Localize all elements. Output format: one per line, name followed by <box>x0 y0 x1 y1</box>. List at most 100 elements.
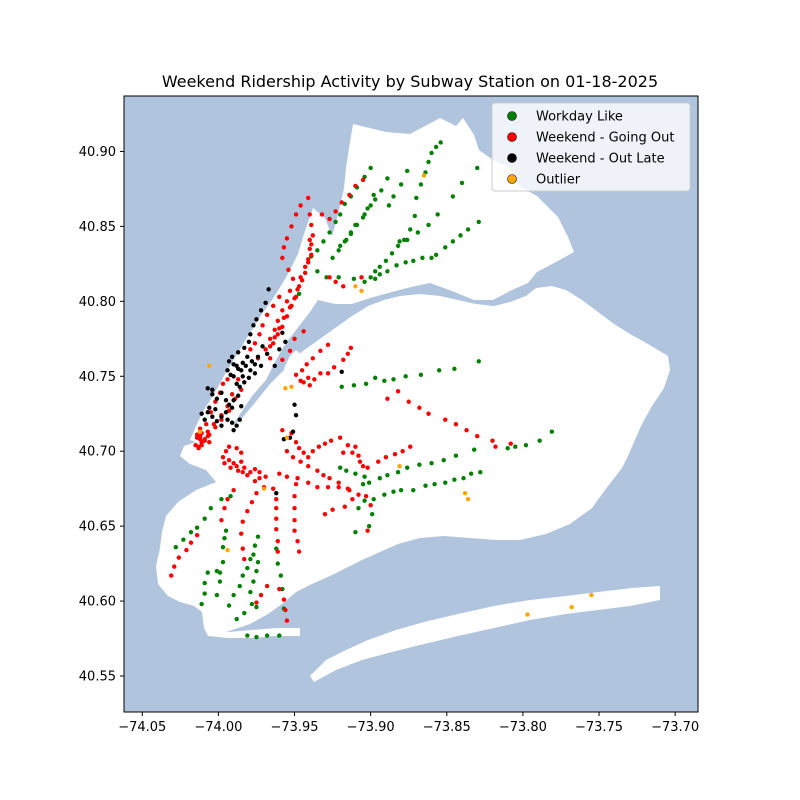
station-point <box>231 428 236 433</box>
station-point <box>283 339 288 345</box>
station-point <box>362 498 367 503</box>
station-point <box>292 402 297 407</box>
station-point <box>205 386 210 391</box>
station-point <box>277 294 282 300</box>
station-point <box>235 468 241 473</box>
station-point <box>257 469 262 475</box>
station-point <box>293 212 299 217</box>
station-point <box>226 359 232 364</box>
station-point <box>365 528 370 533</box>
station-point <box>231 461 236 466</box>
y-tick-label: 40.85 <box>79 220 116 235</box>
station-point <box>228 493 233 499</box>
station-point <box>284 236 290 241</box>
station-point <box>246 375 252 380</box>
station-point <box>168 573 174 578</box>
station-point <box>310 356 315 361</box>
plot-frame <box>123 95 699 713</box>
station-point <box>271 341 276 346</box>
y-axis: 40.55 40.60 40.65 40.70 40.75 40.80 40.85 40.90 <box>79 145 124 685</box>
station-point <box>293 481 299 487</box>
station-point <box>406 399 411 404</box>
station-point <box>280 428 285 433</box>
station-point <box>234 463 239 469</box>
station-point <box>267 344 273 349</box>
station-point <box>298 459 303 464</box>
station-point <box>267 336 273 342</box>
station-point <box>271 303 276 309</box>
station-point <box>248 347 253 352</box>
station-point <box>569 604 574 610</box>
station-point <box>231 592 236 598</box>
station-point <box>385 472 390 478</box>
station-point <box>202 516 207 521</box>
station-point <box>280 586 285 592</box>
legend-marker <box>507 111 517 121</box>
station-point <box>254 604 259 610</box>
station-point <box>452 366 457 371</box>
station-point <box>194 532 200 538</box>
station-point <box>357 459 363 464</box>
station-point <box>249 499 255 505</box>
station-point <box>464 428 469 433</box>
station-point <box>310 233 315 238</box>
station-point <box>336 248 341 253</box>
station-point <box>272 335 277 340</box>
station-point <box>235 393 241 398</box>
station-point <box>199 443 204 448</box>
station-point <box>245 508 250 514</box>
station-point <box>302 270 308 276</box>
station-point <box>296 446 302 451</box>
station-point <box>377 272 382 277</box>
station-point <box>251 323 256 328</box>
station-point <box>418 182 424 187</box>
station-point <box>301 450 306 455</box>
station-point <box>418 372 424 377</box>
station-point <box>219 414 224 419</box>
station-point <box>248 469 253 475</box>
station-point <box>205 570 210 575</box>
station-point <box>345 443 351 448</box>
station-point <box>229 354 235 359</box>
station-point <box>249 359 255 364</box>
station-point <box>245 565 250 571</box>
x-axis: −74.05 −74.00 −73.95 −73.90 −73.85 −73.80 −73.… <box>118 712 699 735</box>
station-point <box>290 429 296 434</box>
station-point <box>217 579 223 584</box>
station-point <box>242 380 247 385</box>
station-point <box>231 362 236 367</box>
station-point <box>392 452 398 457</box>
station-point <box>220 559 226 565</box>
station-point <box>493 444 498 449</box>
station-point <box>264 351 270 356</box>
station-point <box>306 375 311 380</box>
station-point <box>395 389 401 394</box>
land-queens-brooklyn <box>156 286 670 636</box>
station-point <box>426 222 431 228</box>
station-point <box>356 505 361 511</box>
station-point <box>371 192 376 198</box>
station-point <box>289 303 294 309</box>
station-point <box>196 446 201 451</box>
legend-marker <box>507 153 517 163</box>
station-point <box>373 375 378 380</box>
station-point <box>319 212 325 217</box>
station-point <box>408 444 413 449</box>
station-point <box>476 359 481 364</box>
station-point <box>309 222 314 228</box>
station-point <box>220 544 226 550</box>
station-point <box>395 243 401 249</box>
station-point <box>264 633 270 638</box>
station-point <box>368 165 373 171</box>
station-point <box>404 237 410 243</box>
series-0 <box>173 140 555 640</box>
station-point <box>290 455 296 460</box>
station-point <box>226 458 232 463</box>
station-point <box>306 480 311 485</box>
station-point <box>415 230 421 235</box>
station-point <box>225 368 230 373</box>
station-point <box>328 438 334 443</box>
station-point <box>327 275 332 280</box>
station-point <box>330 507 335 512</box>
station-point <box>287 348 293 353</box>
